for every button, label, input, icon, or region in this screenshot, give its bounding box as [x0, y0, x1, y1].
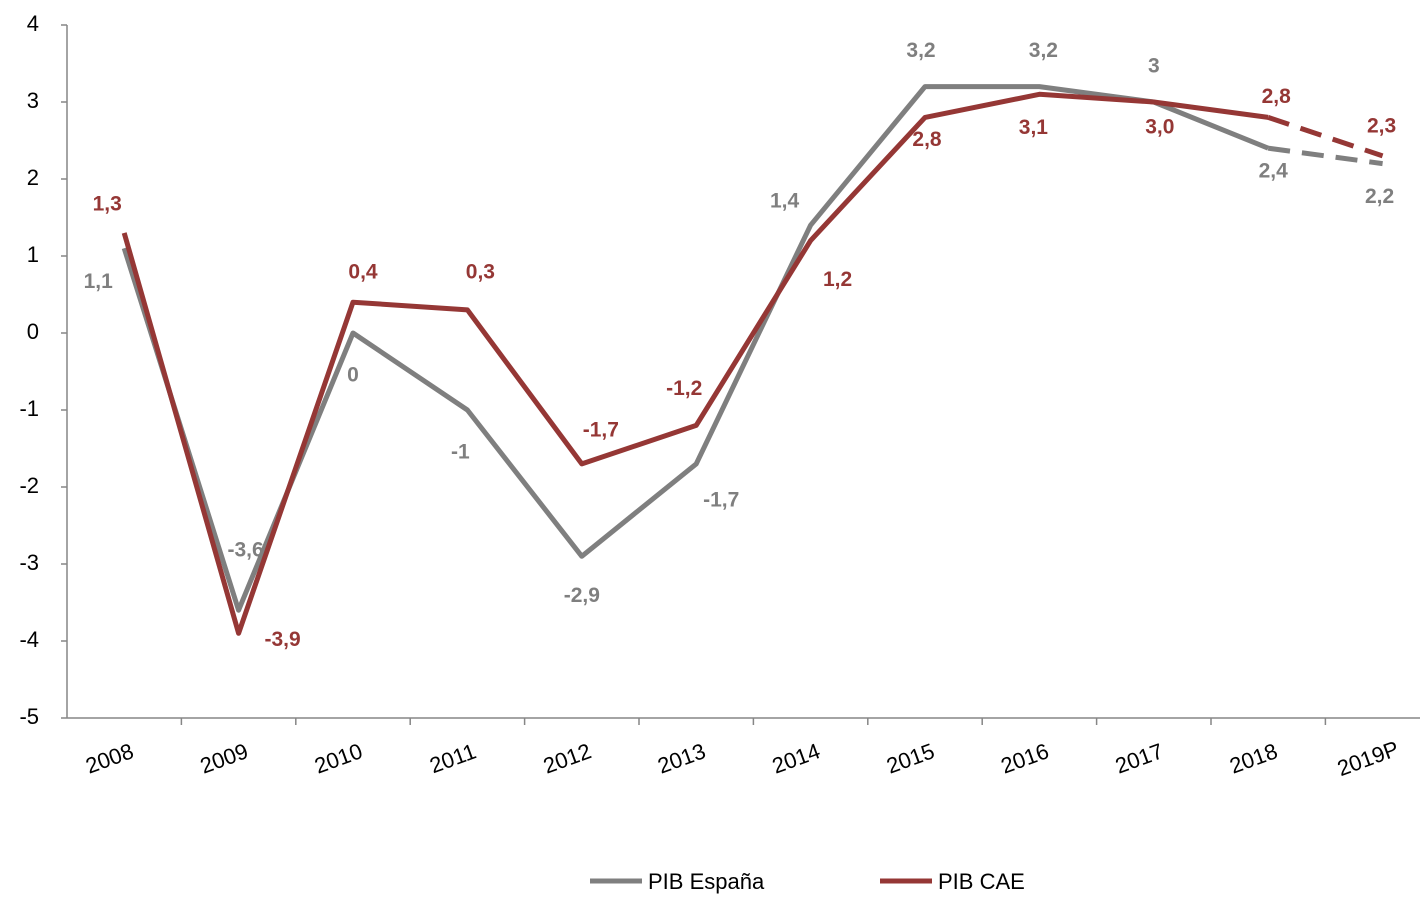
y-tick-label: 1	[27, 242, 39, 267]
data-label: 2,8	[912, 128, 942, 151]
data-label: 3,2	[906, 39, 935, 62]
data-label: 2,3	[1367, 114, 1396, 137]
series-line-projection	[1267, 115, 1384, 159]
y-tick-label: -2	[19, 473, 39, 498]
y-tick-label: -5	[19, 704, 39, 729]
x-tick-label: 2013	[654, 738, 709, 778]
data-label: 3,1	[1019, 116, 1049, 139]
data-label: 3,0	[1145, 116, 1174, 139]
legend-label: PIB CAE	[938, 869, 1025, 894]
x-tick-label: 2016	[998, 738, 1053, 778]
data-label: 3,2	[1029, 39, 1058, 62]
data-label: -1,2	[666, 377, 702, 400]
series-line	[121, 84, 1270, 613]
data-label: 1,4	[770, 190, 800, 213]
series-line	[121, 91, 1269, 636]
series-line-projection	[1267, 145, 1383, 167]
data-label: -1	[451, 441, 470, 464]
y-tick-label: -1	[19, 396, 39, 421]
x-tick-label: 2014	[769, 738, 824, 778]
data-label: 2,8	[1262, 85, 1292, 108]
data-label: -2,9	[564, 584, 600, 607]
data-label: 0,3	[466, 260, 495, 283]
data-label: -1,7	[703, 488, 739, 511]
y-tick-label: -4	[19, 627, 39, 652]
x-tick-label: 2008	[82, 738, 137, 778]
y-tick-label: 0	[27, 319, 39, 344]
x-tick-label: 2018	[1226, 738, 1281, 778]
data-label: 1,2	[823, 268, 852, 291]
data-label: 2,4	[1259, 160, 1289, 183]
x-tick-label: 2010	[311, 738, 366, 778]
data-label: 1,1	[84, 270, 114, 293]
legend-label: PIB España	[648, 869, 765, 894]
data-label: -1,7	[583, 418, 619, 441]
data-label: 3	[1148, 55, 1160, 78]
y-tick-label: 4	[27, 11, 39, 36]
data-label: 0	[347, 364, 359, 387]
data-label: 1,3	[93, 192, 122, 215]
x-tick-label: 2015	[883, 738, 938, 778]
data-label: -3,9	[265, 628, 301, 651]
y-tick-label: -3	[19, 550, 39, 575]
y-tick-label: 2	[27, 165, 39, 190]
data-label: -3,6	[228, 539, 264, 562]
x-tick-label: 2009	[197, 738, 252, 778]
x-tick-label: 2011	[426, 739, 479, 779]
x-tick-label: 2019P	[1334, 736, 1402, 781]
y-tick-label: 3	[27, 88, 39, 113]
x-tick-label: 2017	[1112, 738, 1167, 778]
data-label: 2,2	[1365, 185, 1394, 208]
x-tick-label: 2012	[540, 738, 595, 778]
data-label: 0,4	[348, 261, 378, 284]
